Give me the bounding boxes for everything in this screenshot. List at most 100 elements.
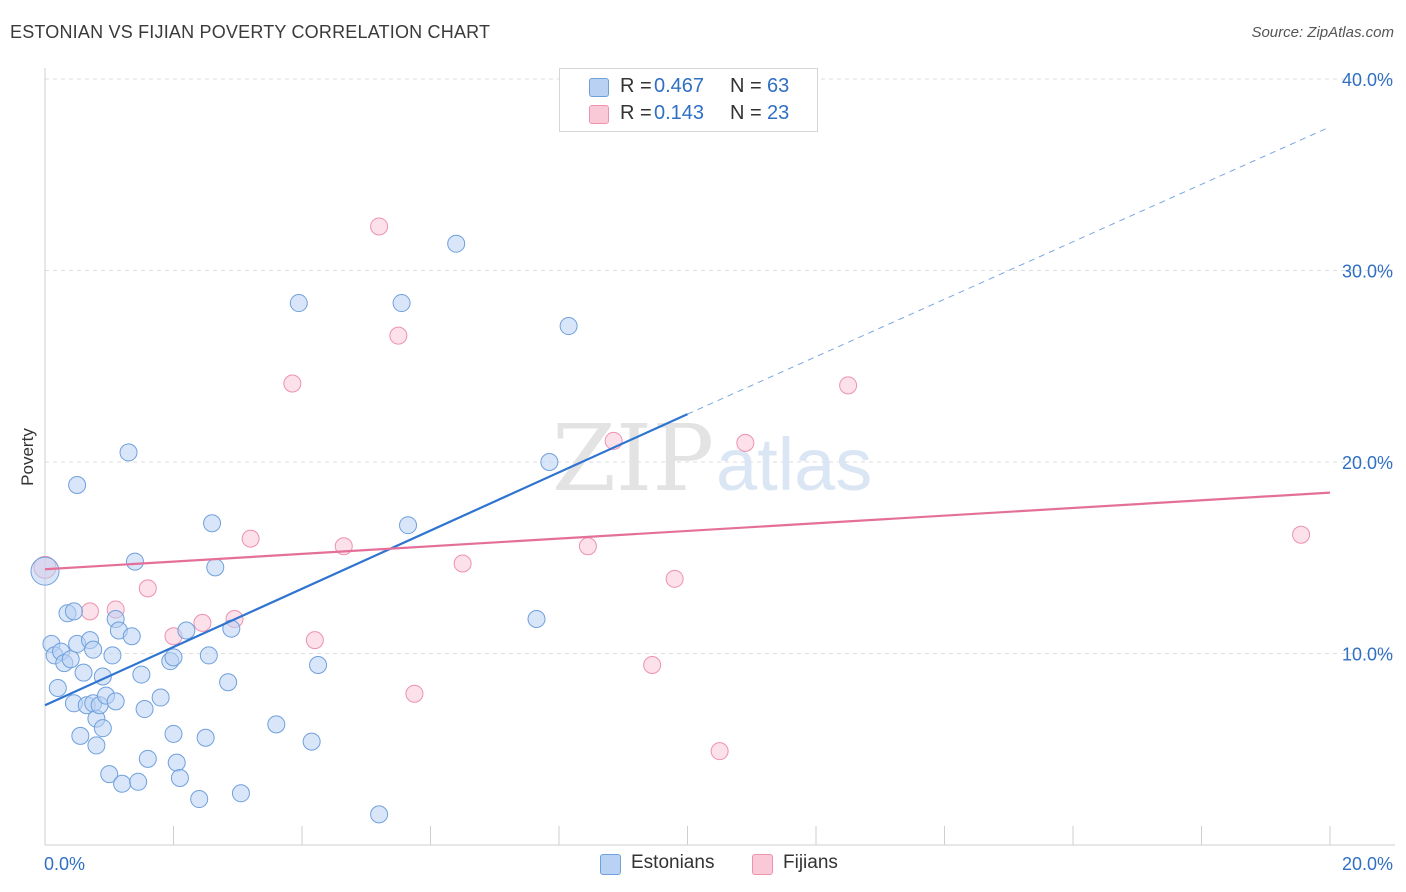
grid-lines <box>45 78 1395 654</box>
estonian-point <box>61 650 80 669</box>
fijian-legend-swatch <box>752 854 773 875</box>
estonian-point <box>30 556 60 586</box>
estonian-point <box>203 514 222 533</box>
estonian-point <box>135 700 154 719</box>
fijian-point <box>283 374 302 393</box>
estonian-point <box>199 646 218 665</box>
estonian-point <box>559 317 578 336</box>
estonian-point <box>447 234 466 253</box>
legend-n-value: 23 <box>767 102 790 124</box>
estonian-point <box>219 673 238 692</box>
legend-n-value: 63 <box>767 75 790 97</box>
x-tick-label: 0.0% <box>44 854 85 874</box>
fijian-point <box>389 326 408 345</box>
fijian-point <box>80 602 99 621</box>
legend-n-label: N = <box>730 102 762 124</box>
fijian-point <box>736 433 755 452</box>
fijian-point <box>193 613 212 632</box>
estonian-point <box>167 753 186 772</box>
correlation-legend: R = 0.467 N = 63 R = 0.143 N = 23 <box>559 68 818 132</box>
watermark-zip: ZIP <box>552 405 714 512</box>
estonian-point <box>132 665 151 684</box>
estonian-point <box>87 736 106 755</box>
estonian-point <box>399 516 418 535</box>
y-axis-title: Poverty <box>18 428 37 486</box>
fijian-point <box>710 742 729 761</box>
estonian-trend-extension <box>687 126 1331 415</box>
fijian-point <box>578 537 597 556</box>
fijian-point <box>370 217 389 236</box>
legend-row-estonians: R = 0.467 N = 63 <box>560 74 817 100</box>
estonian-point <box>106 692 125 711</box>
estonian-point <box>48 678 67 697</box>
estonian-point <box>370 805 389 824</box>
legend-r-value: 0.143 <box>654 102 705 124</box>
fijian-point <box>241 529 260 548</box>
estonian-point <box>170 768 189 787</box>
estonian-point <box>206 558 225 577</box>
legend-r-value: 0.467 <box>654 75 705 97</box>
estonian-point <box>68 475 87 494</box>
fijian-swatch <box>589 105 609 124</box>
estonian-point <box>190 790 209 809</box>
x-tick-label: 20.0% <box>1342 854 1393 874</box>
estonian-point <box>527 610 546 629</box>
estonian-point <box>540 453 559 471</box>
legend-r-label: R = <box>620 102 652 124</box>
trend-lines <box>44 126 1331 707</box>
estonian-point <box>177 621 196 640</box>
estonian-legend-label: Estonians <box>631 852 715 873</box>
fijian-point <box>1292 525 1311 544</box>
fijian-legend-label: Fijians <box>783 852 838 873</box>
source-label: Source: ZipAtlas.com <box>1251 24 1394 41</box>
estonian-point <box>392 294 411 313</box>
estonian-point <box>122 627 141 646</box>
axes <box>44 68 1395 846</box>
estonian-point <box>138 749 157 768</box>
y-tick-labels: 10.0% 20.0% 30.0% 40.0% <box>1342 70 1393 665</box>
estonian-point <box>309 655 328 674</box>
estonian-point <box>100 765 119 784</box>
watermark-atlas: atlas <box>716 423 872 506</box>
estonian-point <box>103 646 122 665</box>
estonian-points <box>30 234 578 824</box>
estonian-point <box>164 648 183 667</box>
fijian-point <box>839 376 858 395</box>
legend-row-fijians: R = 0.143 N = 23 <box>560 101 817 127</box>
x-tick-labels: 0.0% 20.0% <box>44 854 1393 874</box>
fijian-point <box>138 579 157 598</box>
chart-title: ESTONIAN VS FIJIAN POVERTY CORRELATION C… <box>10 22 491 42</box>
fijian-trend-line <box>44 491 1331 571</box>
estonian-point <box>71 726 90 745</box>
estonian-point <box>302 732 321 751</box>
fijian-point <box>305 631 324 650</box>
estonian-point <box>74 663 93 682</box>
watermark: ZIP atlas <box>552 405 872 512</box>
estonian-point <box>129 772 148 791</box>
estonian-point <box>64 602 83 621</box>
y-tick-label: 10.0% <box>1342 645 1393 665</box>
estonian-point <box>113 774 132 793</box>
legend-n-label: N = <box>730 75 762 97</box>
estonian-point <box>84 640 103 659</box>
estonian-swatch <box>589 78 609 97</box>
estonian-point <box>267 715 286 734</box>
estonian-point <box>125 552 144 571</box>
fijian-point <box>453 554 472 573</box>
estonian-point <box>196 728 215 747</box>
estonian-point <box>164 724 183 743</box>
fijian-point <box>665 569 684 588</box>
estonian-point <box>231 784 250 803</box>
y-tick-label: 30.0% <box>1342 262 1393 282</box>
estonian-point <box>93 719 112 738</box>
estonian-point <box>289 294 308 313</box>
legend-r-label: R = <box>620 75 652 97</box>
estonian-point <box>119 443 138 462</box>
estonian-point <box>151 688 170 707</box>
y-tick-label: 20.0% <box>1342 453 1393 473</box>
fijian-point <box>405 684 424 703</box>
y-tick-label: 40.0% <box>1342 70 1393 90</box>
estonian-trend-line <box>44 413 688 707</box>
estonian-legend-swatch <box>600 854 621 875</box>
